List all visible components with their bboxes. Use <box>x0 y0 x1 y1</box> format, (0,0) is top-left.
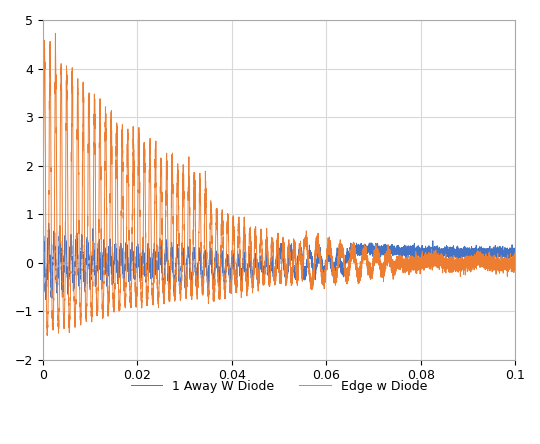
Edge w Diode <box>64 79 70 85</box>
1 Away W Diode <box>43 297 49 302</box>
Edge w Diode <box>415 265 422 270</box>
Edge w Diode <box>211 289 217 294</box>
1 Away W Diode <box>45 221 52 226</box>
Line: 1 Away W Diode: 1 Away W Diode <box>43 223 515 300</box>
Edge w Diode <box>340 250 346 255</box>
1 Away W Diode <box>415 251 422 257</box>
Legend: 1 Away W Diode, Edge w Diode: 1 Away W Diode, Edge w Diode <box>126 375 432 398</box>
Edge w Diode <box>44 333 51 338</box>
1 Away W Diode <box>40 226 46 231</box>
1 Away W Diode <box>340 269 346 274</box>
1 Away W Diode <box>319 267 326 272</box>
Edge w Diode <box>319 280 326 285</box>
1 Away W Diode <box>512 250 518 255</box>
Edge w Diode <box>40 256 46 262</box>
Edge w Diode <box>512 257 518 262</box>
Edge w Diode <box>390 267 396 272</box>
1 Away W Diode <box>211 276 217 281</box>
Edge w Diode <box>52 31 59 36</box>
Line: Edge w Diode: Edge w Diode <box>43 33 515 336</box>
1 Away W Diode <box>390 252 396 257</box>
1 Away W Diode <box>64 264 70 270</box>
